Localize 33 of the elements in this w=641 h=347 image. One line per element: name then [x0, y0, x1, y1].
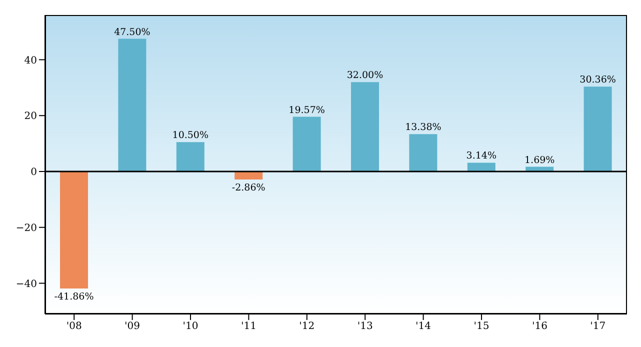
x-tick-label: '10 — [182, 321, 198, 332]
y-tick-label: 0 — [30, 167, 37, 178]
x-tick-label: '16 — [532, 321, 548, 332]
data-label: 3.14% — [466, 150, 496, 162]
y-tick-label: −40 — [16, 278, 37, 290]
x-tick-label: '17 — [590, 321, 606, 332]
x-tick-label: '09 — [124, 321, 140, 332]
data-label: 47.50% — [114, 26, 150, 38]
data-label: 19.57% — [288, 104, 325, 116]
data-label: 13.38% — [405, 122, 442, 134]
data-label: 10.50% — [172, 130, 209, 142]
bar — [234, 171, 263, 180]
bar — [409, 134, 438, 172]
x-tick-label: '11 — [240, 321, 256, 332]
x-tick-label: '13 — [357, 321, 373, 332]
data-label: 30.36% — [580, 74, 616, 86]
y-tick-label: 20 — [24, 111, 37, 122]
data-label: -41.86% — [54, 291, 94, 302]
x-tick-label: '08 — [66, 321, 82, 332]
bar — [292, 116, 321, 172]
bar — [584, 86, 612, 172]
bar — [118, 38, 146, 172]
data-label: 1.69% — [524, 154, 555, 166]
x-tick-label: '12 — [299, 321, 315, 332]
data-label: -2.86% — [232, 182, 266, 194]
y-tick-label: −20 — [16, 222, 37, 234]
x-tick-label: '14 — [416, 321, 432, 332]
bar — [351, 82, 379, 172]
data-label: 32.00% — [346, 70, 384, 82]
bar — [60, 171, 88, 288]
bar — [176, 142, 204, 172]
x-tick-label: '15 — [474, 321, 490, 332]
y-tick-label: 40 — [24, 55, 37, 66]
